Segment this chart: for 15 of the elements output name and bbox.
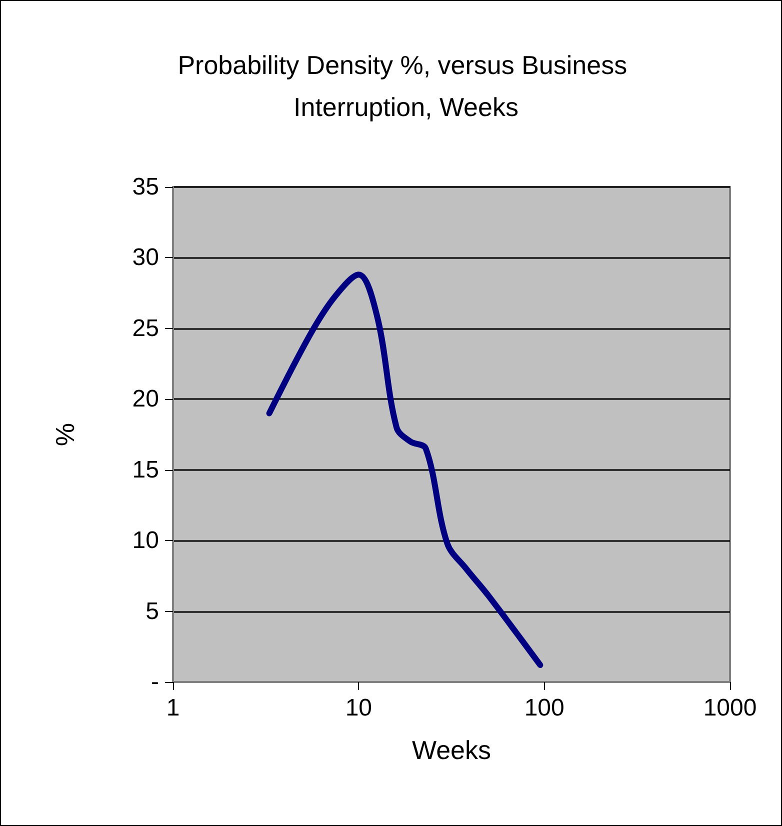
y-tick-label: - [151, 668, 159, 696]
x-axis-title: Weeks [412, 735, 491, 765]
y-tick-label: 30 [132, 244, 159, 272]
y-tick-label: 35 [132, 174, 159, 200]
x-tick-label: 10 [345, 694, 372, 722]
x-tick-label: 1 [166, 694, 180, 722]
y-tick-label: 25 [132, 314, 159, 342]
x-tick-label: 100 [524, 694, 564, 722]
chart-title: Probability Density %, versus Business Interruption, Weeks [178, 50, 634, 122]
y-axis-title: % [50, 422, 80, 446]
x-tick-label: 1000 [703, 694, 757, 722]
y-tick-label: 5 [146, 598, 159, 625]
y-tick-label: 20 [132, 386, 159, 413]
y-tick-label: 15 [132, 456, 159, 484]
y-tick-label: 10 [132, 527, 159, 554]
